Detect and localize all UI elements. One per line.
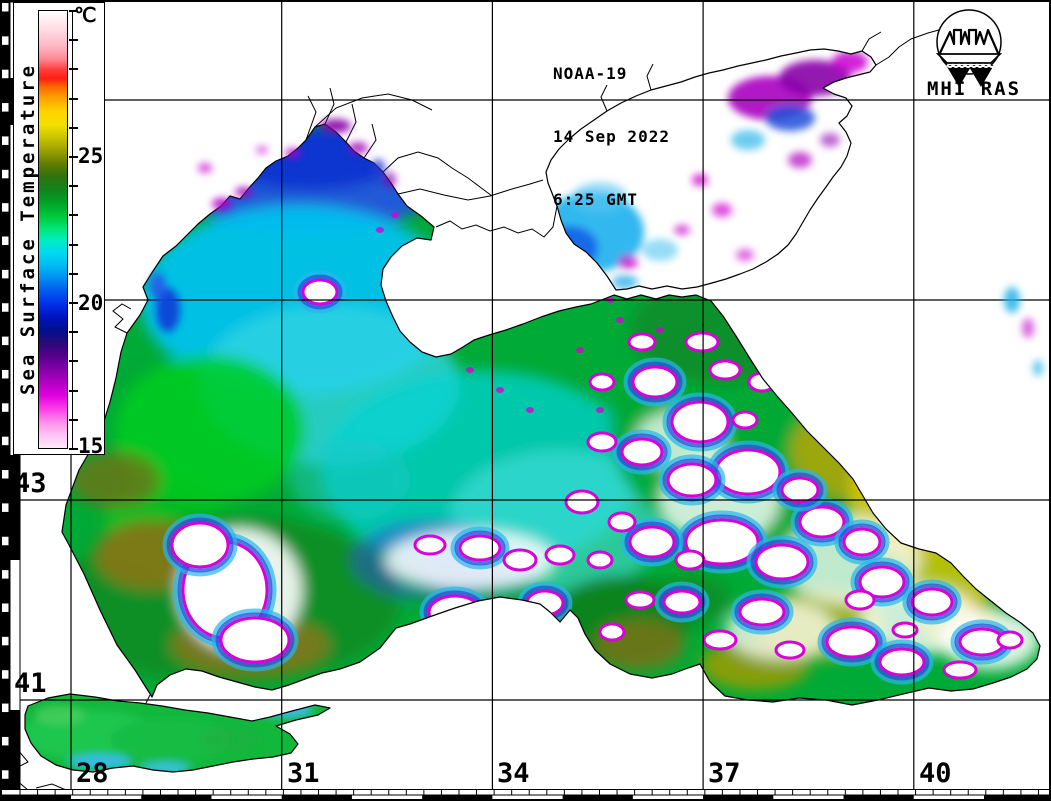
lon-label-37: 37 (708, 758, 741, 789)
lat-label-41: 41 (14, 668, 47, 699)
land-detail-lines (0, 27, 947, 791)
colorbar-panel: Sea Surface Temperature 25 20 15 ℃ (13, 2, 105, 458)
colorbar-axis (72, 10, 73, 450)
mhi-ras-label: MHI RAS (926, 78, 1022, 100)
colorbar-tick-25: 25 (78, 144, 104, 168)
lat-label-43: 43 (14, 468, 47, 499)
lon-label-28: 28 (76, 758, 109, 789)
colorbar-gradient (38, 10, 68, 449)
sea-of-marmara-raster (25, 694, 330, 772)
estuary-patches (150, 119, 1043, 376)
acquisition-date: 14 Sep 2022 (553, 127, 670, 146)
lon-label-40: 40 (919, 758, 952, 789)
graticule-grid (20, 2, 1049, 789)
colorbar-unit: ℃ (74, 3, 97, 27)
lon-label-31: 31 (287, 758, 320, 789)
satellite-name: NOAA-19 (553, 64, 628, 83)
black-sea-raster (62, 124, 1040, 705)
colorbar-title: Sea Surface Temperature (17, 62, 39, 395)
colorbar-tick-20: 20 (78, 291, 104, 315)
coastline (24, 48, 1041, 773)
mhi-ras-logo-icon (935, 9, 1003, 87)
acquisition-time: 6:25 GMT (553, 190, 639, 209)
acquisition-info: NOAA-19 14 Sep 2022 6:25 GMT (553, 21, 670, 252)
colorbar-tick-15: 15 (78, 434, 104, 458)
lon-label-34: 34 (497, 758, 530, 789)
